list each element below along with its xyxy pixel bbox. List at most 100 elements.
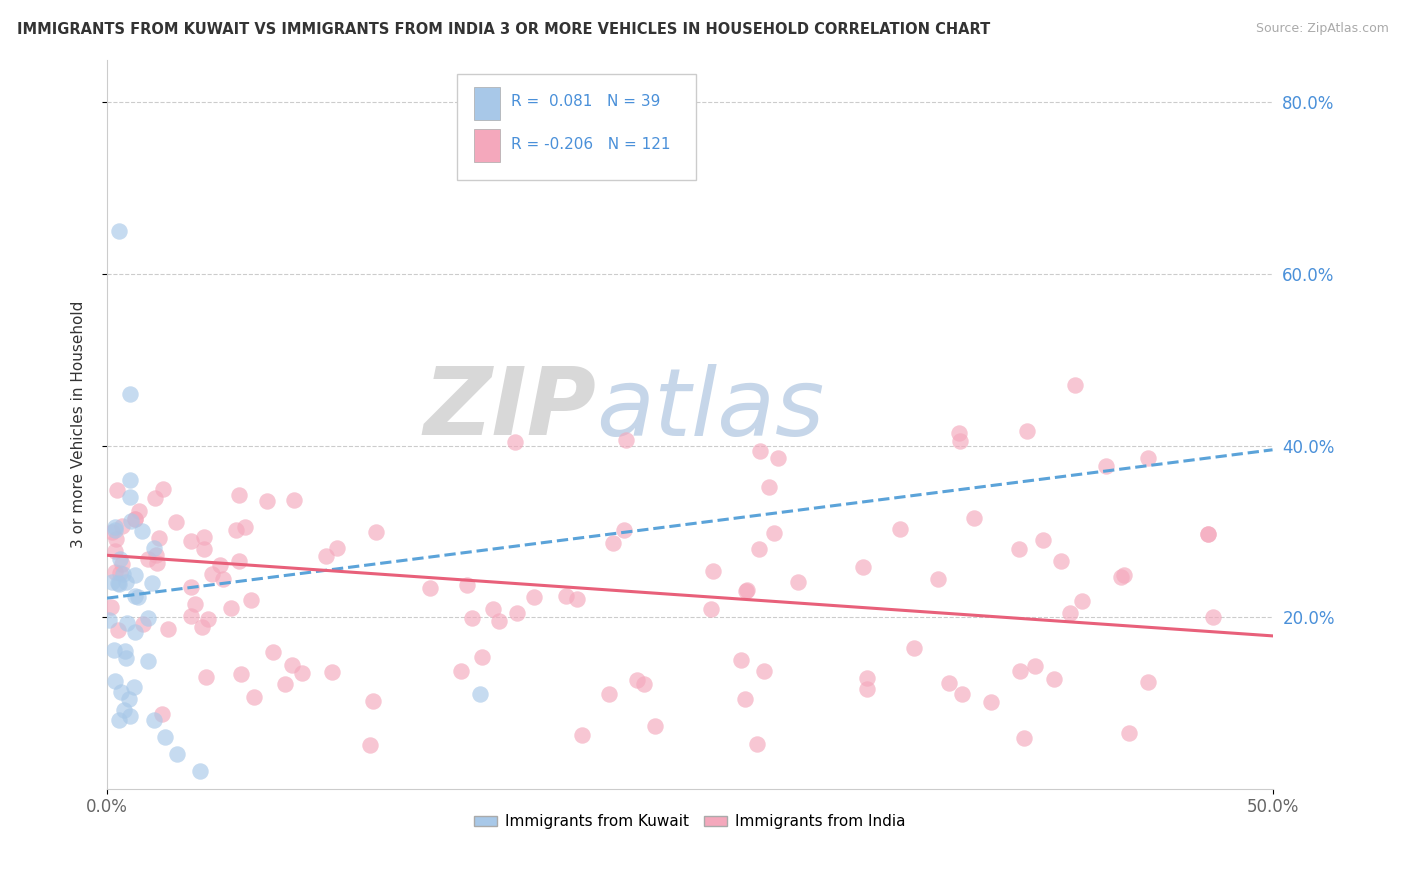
- Point: [166, 747, 188, 762]
- Point: [107, 623, 129, 637]
- Point: [889, 522, 911, 536]
- Point: [114, 644, 136, 658]
- Point: [120, 709, 142, 723]
- Point: [1050, 554, 1073, 568]
- Point: [1071, 593, 1094, 607]
- Point: [180, 580, 202, 594]
- Point: [107, 576, 129, 591]
- Point: [104, 674, 127, 689]
- Point: [1024, 659, 1046, 673]
- Point: [240, 592, 263, 607]
- Point: [108, 566, 131, 581]
- Point: [127, 590, 149, 604]
- Point: [1064, 378, 1087, 392]
- Point: [614, 433, 637, 447]
- Point: [1032, 533, 1054, 548]
- Point: [165, 515, 187, 529]
- Point: [145, 548, 167, 562]
- Point: [120, 514, 142, 528]
- Point: [117, 616, 139, 631]
- Point: [184, 597, 207, 611]
- Point: [280, 658, 302, 673]
- Point: [359, 738, 381, 752]
- Point: [626, 673, 648, 687]
- Point: [602, 536, 624, 550]
- Point: [1202, 609, 1225, 624]
- Point: [1059, 606, 1081, 620]
- Point: [124, 589, 146, 603]
- Point: [194, 670, 217, 684]
- Point: [120, 387, 142, 401]
- Point: [963, 511, 986, 525]
- Point: [748, 541, 770, 556]
- Point: [768, 451, 790, 466]
- Point: [212, 572, 235, 586]
- Text: Source: ZipAtlas.com: Source: ZipAtlas.com: [1256, 22, 1389, 36]
- Point: [97, 613, 120, 627]
- Point: [228, 488, 250, 502]
- Text: atlas: atlas: [596, 364, 825, 455]
- Point: [104, 543, 127, 558]
- Point: [633, 677, 655, 691]
- Point: [100, 525, 122, 540]
- Y-axis label: 3 or more Vehicles in Household: 3 or more Vehicles in Household: [72, 301, 86, 548]
- Point: [315, 549, 337, 563]
- Point: [152, 482, 174, 496]
- Point: [188, 764, 211, 779]
- Point: [148, 531, 170, 545]
- Point: [197, 612, 219, 626]
- Point: [488, 614, 510, 628]
- Point: [132, 617, 155, 632]
- Text: IMMIGRANTS FROM KUWAIT VS IMMIGRANTS FROM INDIA 3 OR MORE VEHICLES IN HOUSEHOLD : IMMIGRANTS FROM KUWAIT VS IMMIGRANTS FRO…: [17, 22, 990, 37]
- Point: [700, 601, 723, 615]
- Point: [118, 692, 141, 706]
- Text: R =  0.081   N = 39: R = 0.081 N = 39: [512, 94, 661, 109]
- Legend: Immigrants from Kuwait, Immigrants from India: Immigrants from Kuwait, Immigrants from …: [468, 808, 911, 836]
- Point: [107, 224, 129, 238]
- Point: [950, 687, 973, 701]
- Point: [1042, 672, 1064, 686]
- Point: [131, 524, 153, 539]
- Point: [361, 693, 384, 707]
- Point: [612, 523, 634, 537]
- Point: [104, 520, 127, 534]
- Point: [758, 480, 780, 494]
- Point: [852, 559, 875, 574]
- Point: [112, 566, 135, 581]
- Point: [136, 654, 159, 668]
- Point: [193, 530, 215, 544]
- Point: [104, 523, 127, 537]
- Point: [124, 624, 146, 639]
- Point: [110, 685, 132, 699]
- Point: [419, 581, 441, 595]
- Point: [1197, 527, 1219, 541]
- Point: [1197, 527, 1219, 541]
- FancyBboxPatch shape: [474, 87, 501, 120]
- Point: [856, 681, 879, 696]
- Point: [730, 653, 752, 667]
- Point: [326, 541, 349, 555]
- Point: [644, 719, 666, 733]
- Point: [124, 568, 146, 582]
- Point: [233, 519, 256, 533]
- Point: [468, 687, 491, 701]
- Point: [938, 676, 960, 690]
- Point: [100, 599, 122, 614]
- Point: [1094, 459, 1116, 474]
- Point: [108, 577, 131, 591]
- Point: [283, 493, 305, 508]
- Point: [219, 600, 242, 615]
- Point: [114, 575, 136, 590]
- Point: [927, 572, 949, 586]
- Point: [120, 473, 142, 487]
- Point: [228, 554, 250, 568]
- Point: [1012, 731, 1035, 746]
- Point: [104, 565, 127, 579]
- Point: [1008, 541, 1031, 556]
- Point: [948, 425, 970, 440]
- Point: [735, 584, 758, 599]
- Point: [124, 511, 146, 525]
- Point: [231, 667, 253, 681]
- Point: [471, 650, 494, 665]
- Point: [786, 574, 808, 589]
